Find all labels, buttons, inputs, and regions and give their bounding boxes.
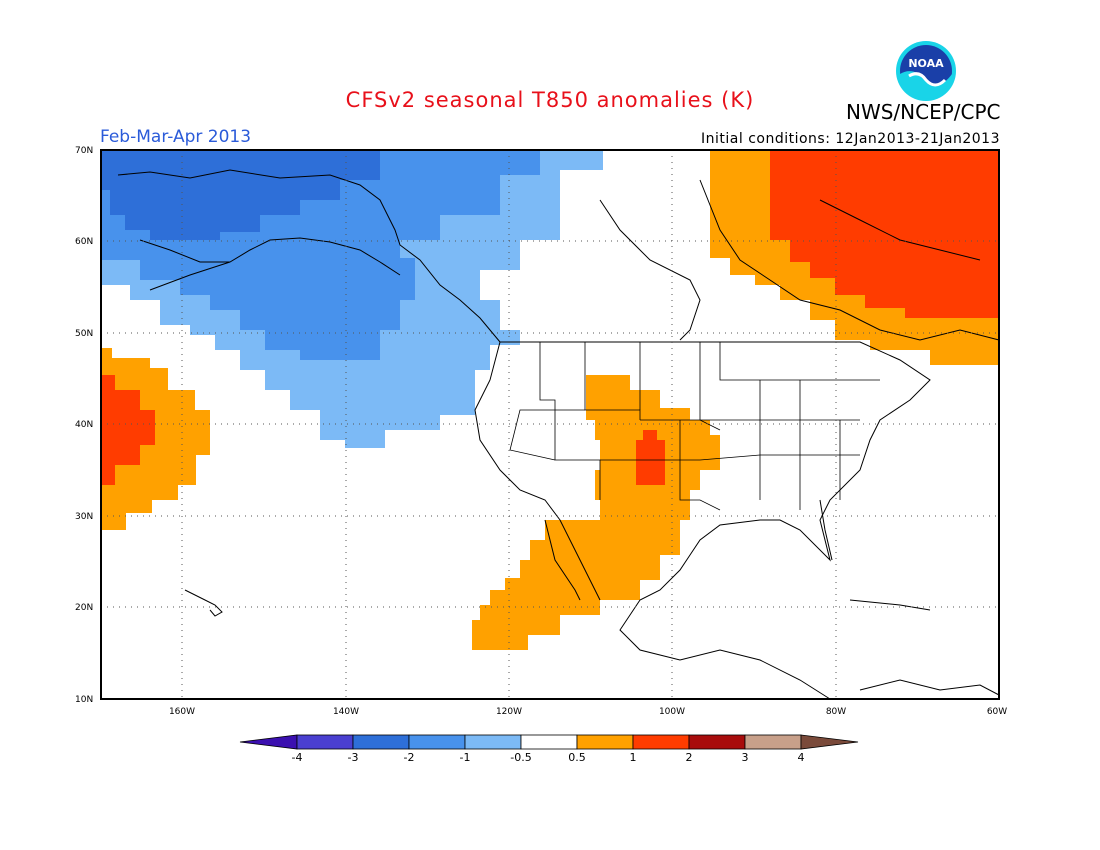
colorbar-segment: [520, 734, 578, 750]
colorbar-label: -3: [348, 751, 359, 764]
lat-label: 10N: [75, 695, 93, 705]
colorbar-segment: [576, 734, 634, 750]
map-title: CFSv2 seasonal T850 anomalies (K): [345, 88, 755, 112]
colorbar-segment: [464, 734, 522, 750]
colorbar-arrow-low: [239, 734, 298, 750]
cold-anomaly-strong: [101, 150, 380, 240]
noaa-logo-icon: NOAA: [896, 41, 956, 101]
logo-text: NOAA: [908, 57, 944, 70]
colorbar: -4 -3 -2 -1 -0.5 0.5 1 2 3 4: [239, 734, 859, 764]
latitude-labels: 70N 60N 50N 40N 30N 20N 10N: [75, 146, 93, 705]
warm-anomaly-pacific: [101, 375, 155, 485]
lon-label: 60W: [987, 707, 1007, 717]
state-borders: [509, 342, 880, 511]
initial-conditions: Initial conditions: 12Jan2013-21Jan2013: [701, 131, 1000, 147]
map-frame: [100, 149, 1000, 700]
longitude-labels: 160W 140W 120W 100W 80W 60W: [169, 707, 1007, 717]
lat-label: 70N: [75, 146, 93, 156]
colorbar-arrow-high: [800, 734, 859, 750]
colorbar-segment: [352, 734, 410, 750]
colorbar-segment: [296, 734, 354, 750]
lat-label: 20N: [75, 603, 93, 613]
lon-label: 160W: [169, 707, 195, 717]
colorbar-segment: [688, 734, 746, 750]
colorbar-segment: [744, 734, 802, 750]
anomaly-shading: [101, 150, 999, 650]
colorbar-label: 4: [798, 751, 805, 764]
lon-label: 100W: [659, 707, 685, 717]
coastlines: [117, 169, 1000, 700]
colorbar-label: 1: [630, 751, 637, 764]
lat-label: 40N: [75, 420, 93, 430]
agency-label: NWS/NCEP/CPC: [846, 100, 1001, 124]
colorbar-label: 0.5: [568, 751, 586, 764]
colorbar-segment: [632, 734, 690, 750]
lat-label: 60N: [75, 237, 93, 247]
warm-anomaly-northeast: [770, 150, 999, 318]
warm-anomaly-central: [636, 430, 665, 485]
colorbar-segment: [408, 734, 466, 750]
colorbar-label: -0.5: [510, 751, 531, 764]
colorbar-label: -2: [404, 751, 415, 764]
lon-label: 140W: [333, 707, 359, 717]
colorbar-label: -1: [460, 751, 471, 764]
colorbar-label: 2: [686, 751, 693, 764]
forecast-period: Feb-Mar-Apr 2013: [100, 127, 252, 147]
lon-label: 80W: [826, 707, 846, 717]
lon-label: 120W: [496, 707, 522, 717]
colorbar-label: -4: [292, 751, 303, 764]
lat-label: 30N: [75, 512, 93, 522]
lat-label: 50N: [75, 329, 93, 339]
colorbar-label: 3: [742, 751, 749, 764]
